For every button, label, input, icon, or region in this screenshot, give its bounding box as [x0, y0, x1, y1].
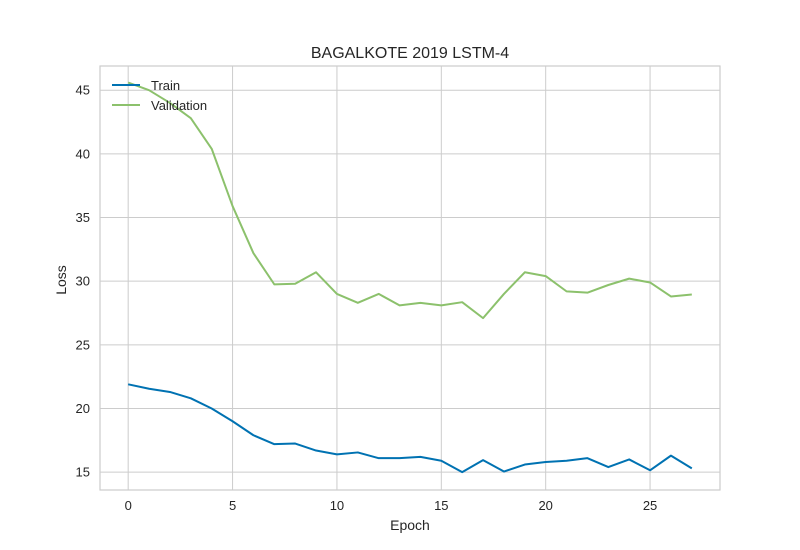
y-tick-label: 35: [76, 210, 90, 225]
x-tick-label: 0: [125, 498, 132, 513]
legend: Train Validation: [112, 78, 207, 113]
y-tick-label: 30: [76, 274, 90, 289]
grid: [100, 66, 720, 490]
series-line-train: [127, 383, 693, 474]
x-tick-label: 10: [330, 498, 344, 513]
plot-frame: [99, 65, 721, 491]
y-tick-label: 40: [76, 146, 90, 161]
legend-label-validation: Validation: [151, 98, 207, 113]
chart-title: BAGALKOTE 2019 LSTM-4: [311, 45, 509, 62]
y-tick-label: 15: [76, 465, 90, 480]
y-axis-label: Loss: [53, 265, 69, 295]
y-tick-label: 45: [76, 83, 90, 98]
x-tick-label: 25: [643, 498, 657, 513]
series-layer: [127, 81, 693, 474]
x-axis-label: Epoch: [390, 517, 430, 533]
series-line-validation: [127, 81, 692, 320]
y-tick-label: 20: [76, 401, 90, 416]
legend-label-train: Train: [151, 78, 180, 93]
x-tick-label: 20: [538, 498, 552, 513]
x-tick-label: 5: [229, 498, 236, 513]
y-tick-label: 25: [76, 337, 90, 352]
tick-labels: 0 5 10 15 20 25 15 20 25 30 35 40 45: [76, 83, 658, 513]
x-tick-label: 15: [434, 498, 448, 513]
